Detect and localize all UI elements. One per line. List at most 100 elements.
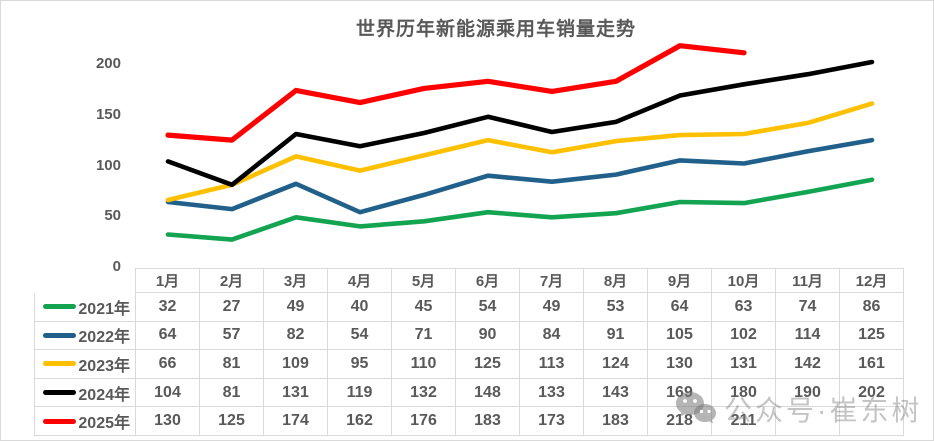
month-header-2: 2月 xyxy=(200,268,264,293)
value-2021年-11月: 74 xyxy=(776,293,840,322)
month-header-4: 4月 xyxy=(328,268,392,293)
value-2023年-9月: 130 xyxy=(648,350,712,379)
value-2022年-2月: 57 xyxy=(200,321,264,351)
value-2025年-10月: 211 xyxy=(712,407,776,436)
value-2023年-1月: 66 xyxy=(136,350,200,379)
value-2021年-6月: 54 xyxy=(456,293,520,322)
value-2021年-9月: 64 xyxy=(648,293,712,322)
value-2025年-7月: 173 xyxy=(520,407,584,436)
value-2023年-6月: 125 xyxy=(456,350,520,379)
value-2024年-3月: 131 xyxy=(264,378,328,408)
value-2025年-5月: 176 xyxy=(392,407,456,436)
value-2022年-5月: 71 xyxy=(392,321,456,351)
value-2025年-11月 xyxy=(776,407,840,436)
value-2021年-2月: 27 xyxy=(200,293,264,322)
y-tick-label-150: 150 xyxy=(95,105,121,123)
value-2022年-10月: 102 xyxy=(712,321,776,351)
value-2021年-3月: 49 xyxy=(264,293,328,322)
y-tick-label-50: 50 xyxy=(104,207,121,225)
month-header-8: 8月 xyxy=(584,268,648,293)
value-2023年-12月: 161 xyxy=(840,350,904,379)
value-2022年-3月: 82 xyxy=(264,321,328,351)
legend-line-swatch xyxy=(43,332,77,338)
month-header-9: 9月 xyxy=(648,268,712,293)
legend-label: 2025年 xyxy=(78,415,130,433)
legend-line-swatch xyxy=(43,390,77,396)
value-2023年-4月: 95 xyxy=(328,350,392,379)
legend-label: 2024年 xyxy=(78,386,130,404)
legend-label: 2023年 xyxy=(78,357,130,375)
chart-line-2023年 xyxy=(165,101,875,203)
value-2025年-4月: 162 xyxy=(328,407,392,436)
table-corner-cell xyxy=(34,268,136,293)
chart-line-2021年 xyxy=(165,177,875,242)
value-2023年-10月: 131 xyxy=(712,350,776,379)
month-header-12: 12月 xyxy=(840,268,904,293)
value-2025年-1月: 130 xyxy=(136,407,200,436)
value-2021年-1月: 32 xyxy=(136,293,200,322)
value-2022年-6月: 90 xyxy=(456,321,520,351)
value-2024年-10月: 180 xyxy=(712,378,776,408)
value-2022年-12月: 125 xyxy=(840,321,904,351)
value-2021年-4月: 40 xyxy=(328,293,392,322)
table-top-border xyxy=(136,268,904,269)
legend-label: 2021年 xyxy=(78,300,130,318)
chart-line-2022年 xyxy=(165,137,875,215)
value-2022年-11月: 114 xyxy=(776,321,840,351)
value-2024年-9月: 169 xyxy=(648,378,712,408)
value-2021年-10月: 63 xyxy=(712,293,776,322)
value-2024年-7月: 133 xyxy=(520,378,584,408)
legend-item-2023年: 2023年 xyxy=(34,350,136,379)
chart-data-table: 1月 2月 3月 4月 5月 6月 7月 8月 9月 10月 11月 12月 2021年 32 27 49 40… xyxy=(34,268,904,436)
value-2021年-8月: 53 xyxy=(584,293,648,322)
value-2023年-5月: 110 xyxy=(392,350,456,379)
value-2021年-12月: 86 xyxy=(840,293,904,322)
value-2024年-11月: 190 xyxy=(776,378,840,408)
month-header-1: 1月 xyxy=(136,268,200,293)
legend-item-2022年: 2022年 xyxy=(34,321,136,351)
value-2023年-2月: 81 xyxy=(200,350,264,379)
month-header-3: 3月 xyxy=(264,268,328,293)
value-2022年-7月: 84 xyxy=(520,321,584,351)
value-2025年-8月: 183 xyxy=(584,407,648,436)
legend-label: 2022年 xyxy=(78,329,130,347)
value-2024年-2月: 81 xyxy=(200,378,264,408)
value-2025年-3月: 174 xyxy=(264,407,328,436)
value-2025年-2月: 125 xyxy=(200,407,264,436)
chart-line-2024年 xyxy=(165,59,875,188)
y-tick-label-200: 200 xyxy=(95,55,121,72)
value-2025年-12月 xyxy=(840,407,904,436)
month-header-10: 10月 xyxy=(712,268,776,293)
legend-line-swatch xyxy=(43,361,77,367)
value-2023年-3月: 109 xyxy=(264,350,328,379)
legend-line-swatch xyxy=(43,304,77,310)
chart-title: 世界历年新能源乘用车销量走势 xyxy=(355,19,636,40)
chart-line-2025年 xyxy=(165,43,747,143)
legend-line-swatch xyxy=(43,418,77,424)
value-2023年-8月: 124 xyxy=(584,350,648,379)
month-header-6: 6月 xyxy=(456,268,520,293)
value-2024年-1月: 104 xyxy=(136,378,200,408)
month-header-7: 7月 xyxy=(520,268,584,293)
month-header-11: 11月 xyxy=(776,268,840,293)
y-tick-label-0: 0 xyxy=(112,258,121,275)
value-2024年-8月: 143 xyxy=(584,378,648,408)
y-tick-label-100: 100 xyxy=(95,156,121,174)
value-2024年-6月: 148 xyxy=(456,378,520,408)
value-2024年-5月: 132 xyxy=(392,378,456,408)
value-2023年-7月: 113 xyxy=(520,350,584,379)
legend-item-2021年: 2021年 xyxy=(34,293,136,322)
value-2022年-4月: 54 xyxy=(328,321,392,351)
value-2023年-11月: 142 xyxy=(776,350,840,379)
value-2022年-9月: 105 xyxy=(648,321,712,351)
value-2024年-4月: 119 xyxy=(328,378,392,408)
value-2021年-5月: 45 xyxy=(392,293,456,322)
value-2022年-8月: 91 xyxy=(584,321,648,351)
value-2025年-9月: 218 xyxy=(648,407,712,436)
month-header-5: 5月 xyxy=(392,268,456,293)
legend-item-2025年: 2025年 xyxy=(34,407,136,436)
value-2021年-7月: 49 xyxy=(520,293,584,322)
value-2022年-1月: 64 xyxy=(136,321,200,351)
